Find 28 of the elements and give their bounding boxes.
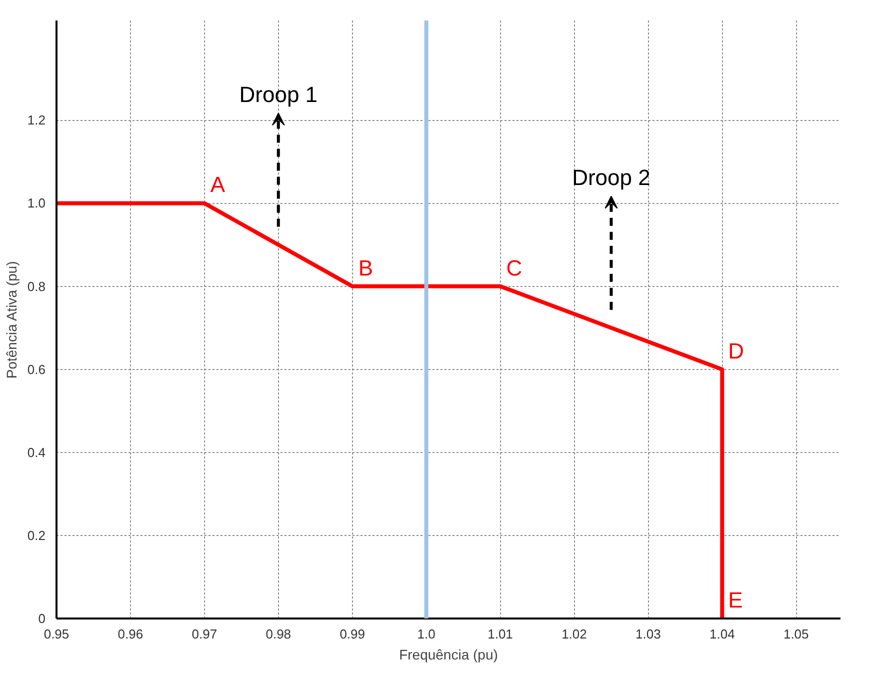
line-series (56, 201, 724, 618)
x-tick-label: 1.02 (562, 626, 587, 642)
annotation: E (728, 588, 743, 612)
annotation: C (506, 255, 522, 280)
x-tick-label: 1.05 (783, 626, 809, 642)
annotation: Droop 1 (239, 82, 318, 108)
y-tick-label: 0.6 (27, 362, 46, 377)
y-tick-label: 0.2 (27, 528, 46, 543)
x-tick-label: 0.98 (266, 626, 292, 642)
x-tick-label: 1.03 (636, 626, 661, 642)
y-tick-label: 0.4 (27, 444, 46, 460)
x-tick-label: 1.04 (710, 626, 735, 642)
x-tick-label: 0.95 (44, 626, 70, 642)
annotation: D (728, 338, 744, 364)
x-tick-label: 0.97 (192, 626, 218, 642)
x-tick-label: 0.96 (118, 626, 144, 642)
y-tick-label: 0 (38, 611, 46, 626)
annotation: Droop 2 (572, 165, 650, 190)
x-tick-label: 0.99 (340, 626, 366, 642)
y-axis-title: Potência Ativa (pu) (3, 261, 20, 379)
annotation: A (210, 172, 226, 198)
annotation: B (358, 255, 374, 280)
y-tick-label: 1.2 (27, 112, 46, 128)
x-axis-title: Frequência (pu) (399, 646, 498, 662)
y-tick-label: 1.0 (27, 196, 46, 211)
x-tick-label: 1.0 (417, 626, 436, 642)
y-tick-label: 0.8 (27, 278, 46, 294)
x-tick-label: 1.01 (488, 626, 513, 642)
